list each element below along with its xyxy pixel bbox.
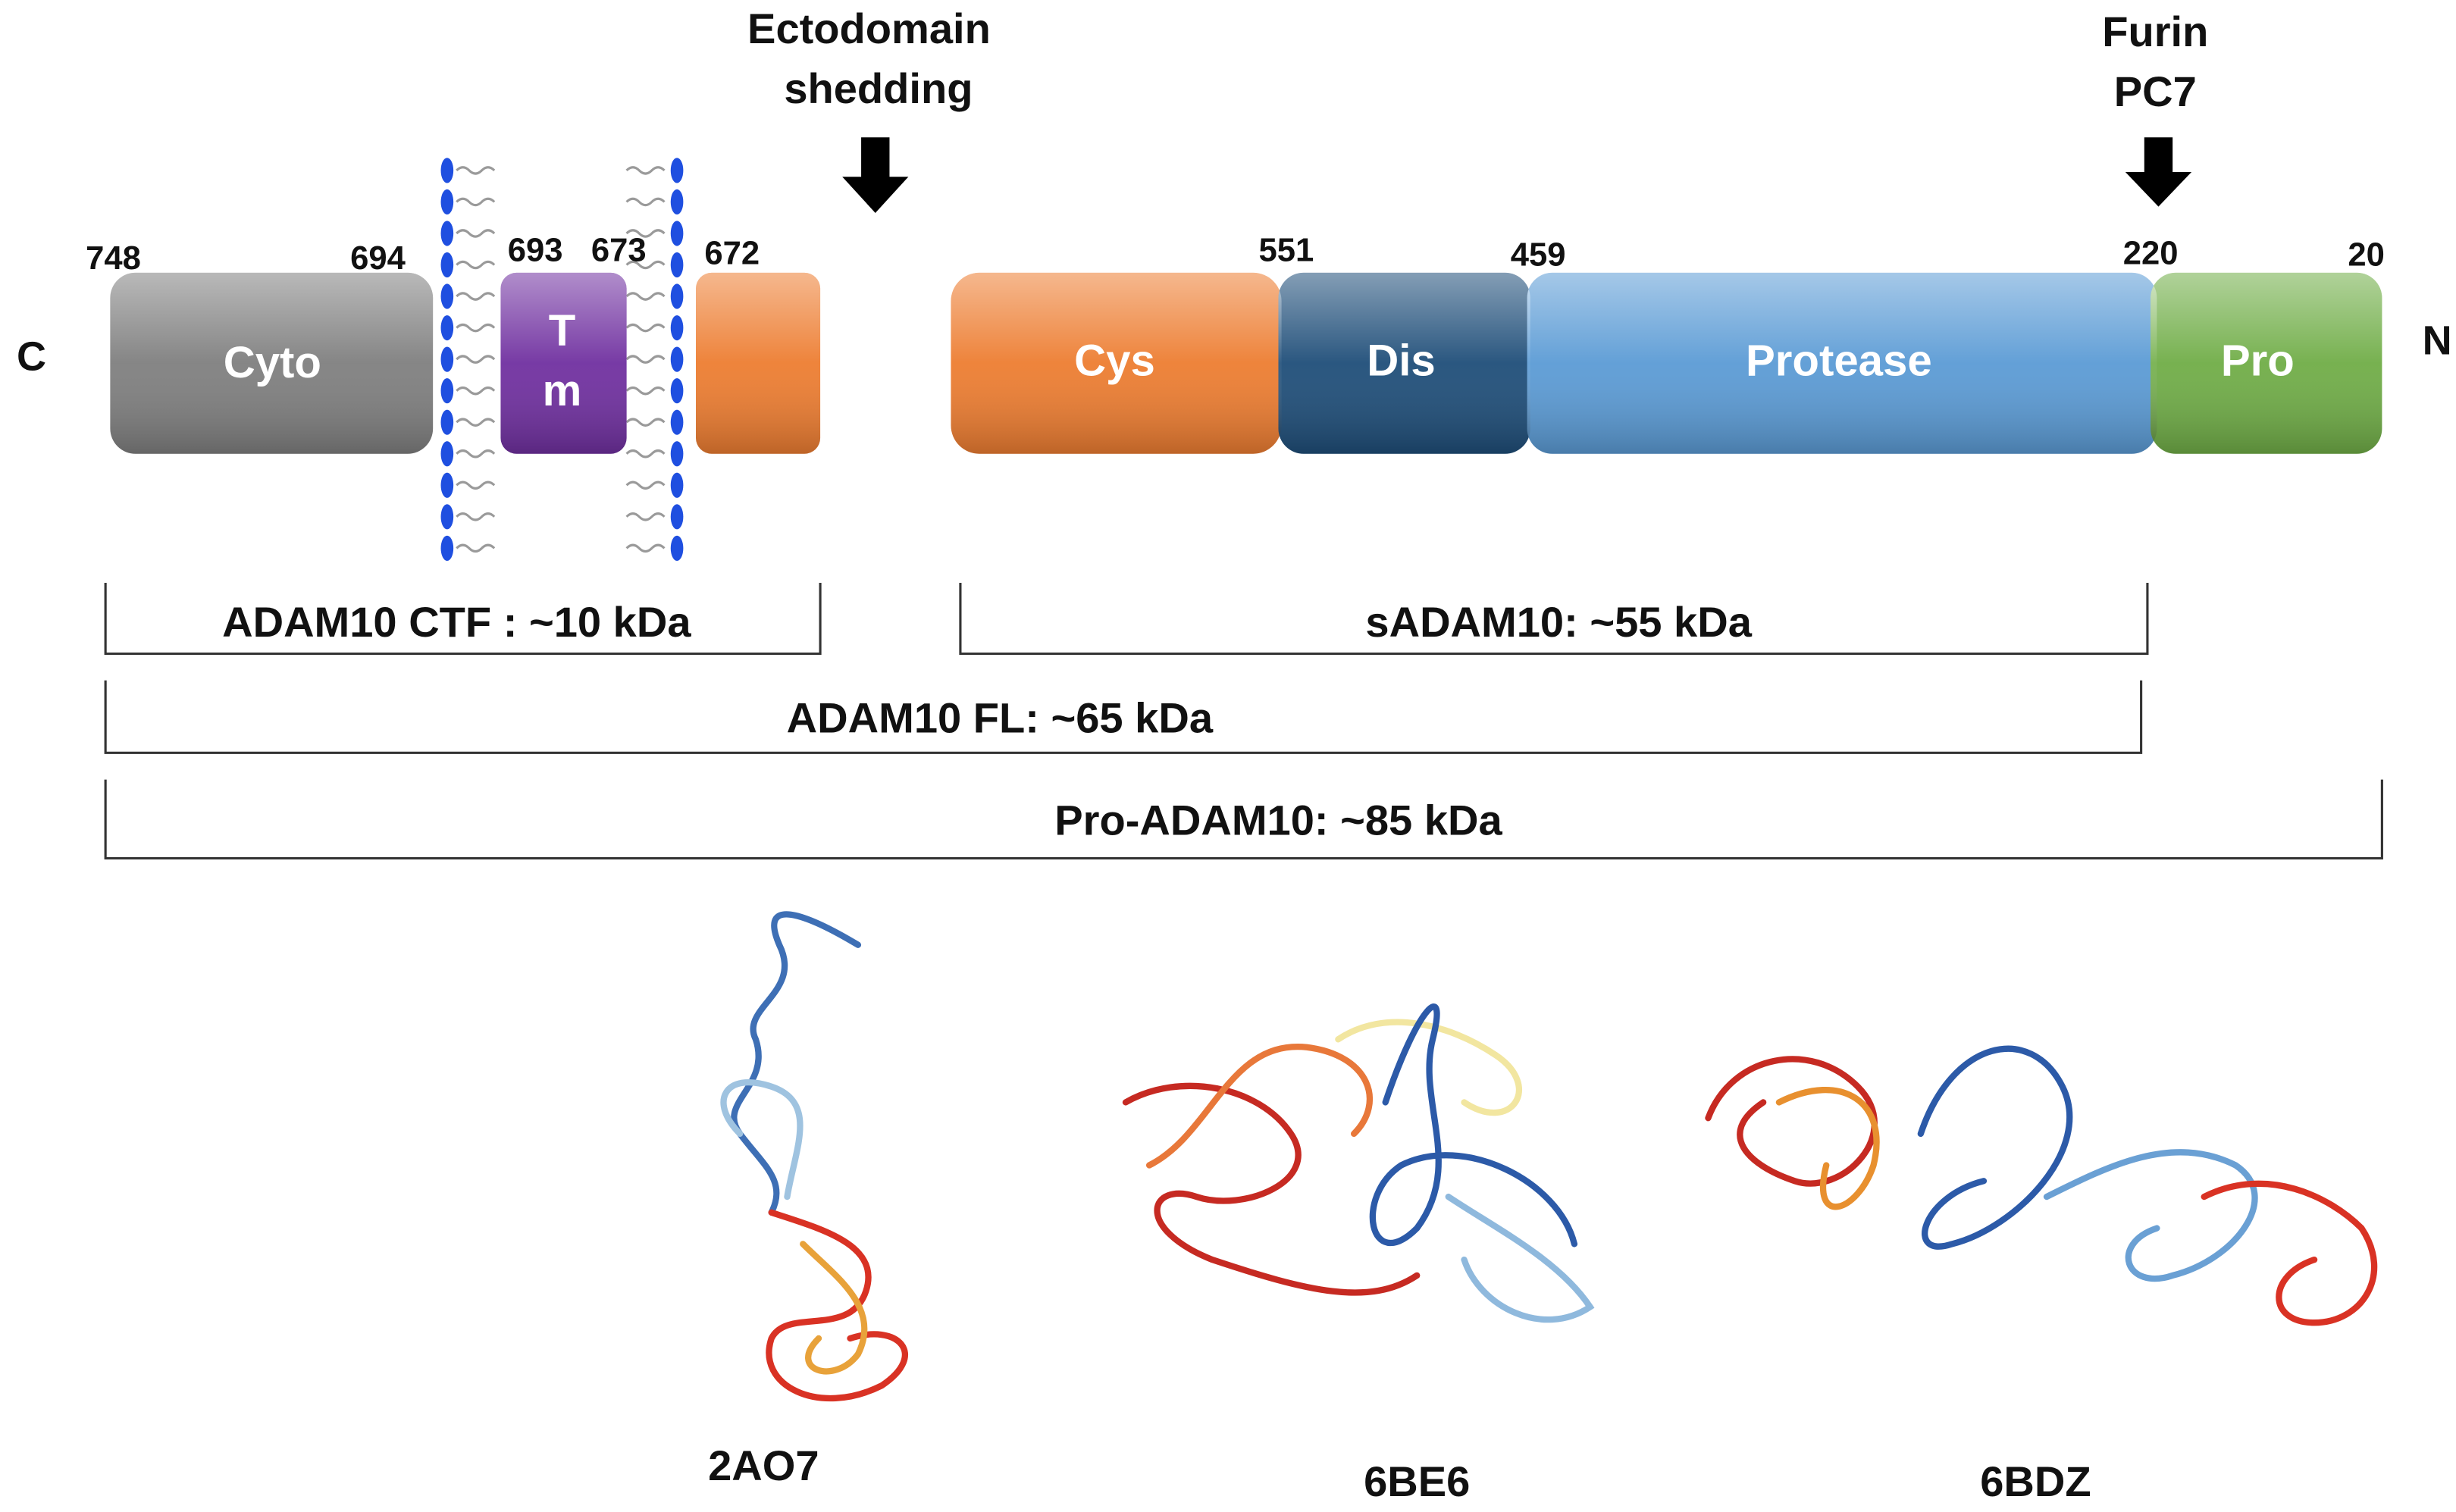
membrane: [440, 158, 684, 561]
lipid-head: [670, 472, 684, 498]
domain-label: Pro: [2221, 337, 2295, 386]
lipid-tail: [456, 449, 496, 459]
domain-label: Cyto: [224, 338, 321, 387]
lipid-tail: [625, 166, 666, 175]
lipid-head: [670, 315, 684, 341]
lipid-head: [440, 283, 454, 309]
lipid-tail: [456, 512, 496, 521]
structure-label: 6BDZ: [1980, 1457, 2091, 1505]
lipid-head: [670, 378, 684, 404]
structure-6bdz: [1705, 1045, 2378, 1326]
residue-number: 220: [2123, 236, 2179, 272]
lipid-tail: [625, 512, 666, 521]
residue-number: 694: [350, 240, 406, 277]
lipid-tail: [625, 543, 666, 553]
lipid-head: [670, 346, 684, 372]
lipid-tail: [625, 292, 666, 301]
lipid-tail: [456, 543, 496, 553]
lipid-tail: [456, 418, 496, 427]
lipid-head: [440, 535, 454, 561]
lipid-tail: [456, 292, 496, 301]
lipid-tail: [456, 197, 496, 207]
residue-number: 459: [1511, 237, 1566, 274]
domain-label: T: [549, 306, 576, 355]
lipid-head: [670, 441, 684, 467]
lipid-tail: [456, 386, 496, 396]
lipid-tail: [625, 386, 666, 396]
domain-label: Cys: [1074, 337, 1155, 386]
domain-boxes: [110, 272, 2382, 454]
lipid-tail: [625, 260, 666, 270]
lipid-tail: [456, 229, 496, 238]
lipid-head: [440, 315, 454, 341]
fragment-label: ADAM10 CTF : ~10 kDa: [222, 598, 691, 646]
cleavage-label: PC7: [2114, 67, 2197, 115]
residue-number: 673: [591, 232, 647, 268]
domain-label: Protease: [1746, 337, 1932, 386]
lipid-head: [440, 378, 454, 404]
lipid-head: [440, 158, 454, 183]
residue-number: 672: [704, 236, 760, 272]
fragment-label: ADAM10 FL: ~65 kDa: [787, 694, 1214, 742]
lipid-head: [440, 252, 454, 278]
box-shading: [110, 272, 2382, 454]
cleavage-label: Furin: [2102, 8, 2208, 55]
lipid-tail: [625, 449, 666, 459]
fragment-bracket: [104, 680, 2143, 754]
lipid-head: [670, 283, 684, 309]
fragment-bracket: [104, 779, 2383, 860]
fragment-bracket: [959, 583, 2149, 656]
lipid-tail: [456, 166, 496, 175]
lipid-tail: [456, 323, 496, 333]
residue-number: 748: [86, 240, 141, 277]
lipid-tail: [625, 481, 666, 490]
lipid-head: [670, 535, 684, 561]
lipid-tail: [456, 355, 496, 364]
lipid-head: [670, 504, 684, 530]
terminal-n: N: [2423, 318, 2452, 364]
lipid-head: [670, 252, 684, 278]
fragment-bracket: [104, 583, 822, 656]
fragment-label: sADAM10: ~55 kDa: [1365, 598, 1752, 646]
cleavage-arrow: [842, 137, 909, 213]
residue-number: 693: [508, 232, 563, 268]
lipid-tail: [456, 481, 496, 490]
domain-label: m: [543, 366, 582, 415]
terminal-c: C: [17, 333, 46, 379]
cleavage-label: Ectodomain: [747, 5, 991, 52]
lipid-tail: [625, 229, 666, 238]
domain-label: Dis: [1367, 337, 1435, 386]
lipid-head: [440, 221, 454, 246]
lipid-head: [440, 441, 454, 467]
lipid-tail: [456, 260, 496, 270]
lipid-head: [670, 189, 684, 215]
lipid-head: [440, 504, 454, 530]
cleavage-label: shedding: [784, 64, 973, 112]
lipid-head: [440, 189, 454, 215]
lipid-head: [440, 346, 454, 372]
structure-label: 2AO7: [708, 1442, 819, 1489]
residue-number: 551: [1258, 232, 1314, 268]
structure-2ao7: [720, 911, 908, 1401]
cleavage-arrow: [2125, 137, 2192, 207]
structure-6be6: [1122, 1003, 1595, 1323]
lipid-head: [440, 409, 454, 435]
lipid-head: [670, 409, 684, 435]
lipid-tail: [625, 418, 666, 427]
lipid-head: [670, 221, 684, 246]
fragment-label: Pro-ADAM10: ~85 kDa: [1054, 797, 1502, 844]
lipid-head: [440, 472, 454, 498]
lipid-tail: [625, 197, 666, 207]
residue-number: 20: [2348, 237, 2385, 274]
lipid-head: [670, 158, 684, 183]
lipid-tail: [625, 355, 666, 364]
lipid-tail: [625, 323, 666, 333]
structure-label: 6BE6: [1364, 1457, 1470, 1505]
